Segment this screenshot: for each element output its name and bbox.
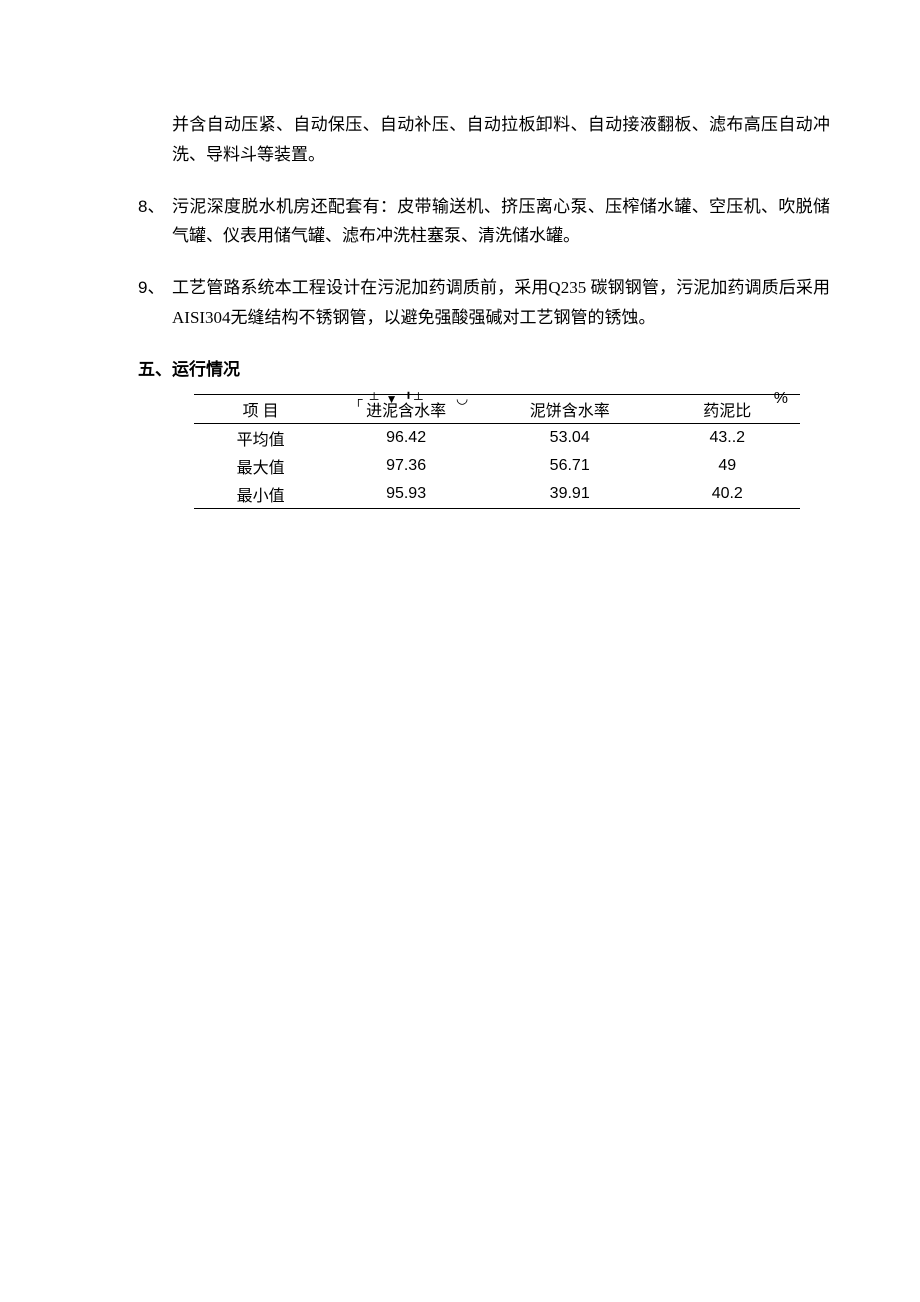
table-cell: 最小值 bbox=[194, 480, 327, 509]
list-content-8: 污泥深度脱水机房还配套有：皮带输送机、挤压离心泵、压榨储水罐、空压机、吹脱储气罐… bbox=[172, 192, 830, 252]
section-heading-5: 五、运行情况 bbox=[138, 355, 830, 380]
list-item-8: 8、 污泥深度脱水机房还配套有：皮带输送机、挤压离心泵、压榨储水罐、空压机、吹脱… bbox=[138, 192, 830, 252]
list-marker-8: 8、 bbox=[138, 192, 172, 252]
table-header-row: 项 目 进泥含水率 泥饼含水率 药泥比 bbox=[194, 394, 800, 423]
list-content-9: 工艺管路系统本工程设计在污泥加药调质前，采用Q235 碳钢钢管，污泥加药调质后采… bbox=[172, 273, 830, 333]
operation-data-table: 项 目 进泥含水率 泥饼含水率 药泥比 平均值 96.42 53.04 43..… bbox=[194, 394, 800, 509]
list-marker-9: 9、 bbox=[138, 273, 172, 333]
table-cell: 39.91 bbox=[485, 480, 655, 509]
table-row: 最大值 97.36 56.71 49 bbox=[194, 452, 800, 480]
table-cell: 平均值 bbox=[194, 423, 327, 452]
table-cell: 95.93 bbox=[327, 480, 485, 509]
table-header-col1: 项 目 bbox=[194, 394, 327, 423]
table-header-col3: 泥饼含水率 bbox=[485, 394, 655, 423]
caption-fragment-1: ┌ ┴ ▼ ╹┴ bbox=[354, 392, 425, 406]
caption-fragment-2: ◡ bbox=[456, 390, 468, 407]
table-cell: 49 bbox=[655, 452, 800, 480]
table-cell: 96.42 bbox=[327, 423, 485, 452]
table-cell: 53.04 bbox=[485, 423, 655, 452]
table-cell: 最大值 bbox=[194, 452, 327, 480]
table-row: 平均值 96.42 53.04 43..2 bbox=[194, 423, 800, 452]
table-container: ┌ ┴ ▼ ╹┴ ◡ % 项 目 进泥含水率 泥饼含水率 药泥比 平均值 96.… bbox=[194, 394, 800, 509]
table-cell: 43..2 bbox=[655, 423, 800, 452]
table-cell: 40.2 bbox=[655, 480, 800, 509]
unit-symbol: % bbox=[774, 390, 788, 408]
table-cell: 97.36 bbox=[327, 452, 485, 480]
continuation-paragraph: 并含自动压紧、自动保压、自动补压、自动拉板卸料、自动接液翻板、滤布高压自动冲洗、… bbox=[138, 110, 830, 170]
list-item-9: 9、 工艺管路系统本工程设计在污泥加药调质前，采用Q235 碳钢钢管，污泥加药调… bbox=[138, 273, 830, 333]
table-row: 最小值 95.93 39.91 40.2 bbox=[194, 480, 800, 509]
table-cell: 56.71 bbox=[485, 452, 655, 480]
